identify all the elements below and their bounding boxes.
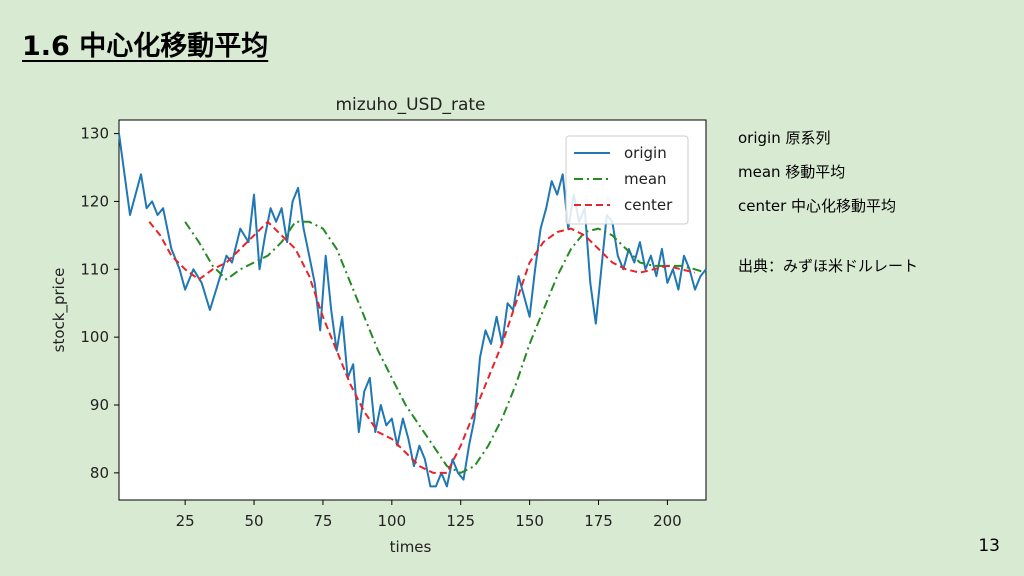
y-axis-label: stock_price (50, 268, 69, 353)
slide-title: 1.6 中心化移動平均 (22, 31, 269, 62)
y-tick-label: 110 (80, 260, 109, 278)
source-note: 出典：みずほ米ドルレート (738, 257, 919, 275)
chart-title: mizuho_USD_rate (335, 95, 485, 115)
legend-label-origin: origin (624, 144, 667, 162)
series-notes: origin 原系列 mean 移動平均 center 中心化移動平均 出典：み… (738, 128, 918, 290)
x-tick-label: 150 (515, 512, 544, 530)
x-tick-label: 50 (244, 512, 263, 530)
x-tick-label: 100 (378, 512, 407, 530)
x-tick-label: 75 (313, 512, 332, 530)
chart-legend (565, 135, 689, 225)
y-tick-label: 90 (90, 396, 109, 414)
y-tick-label: 120 (80, 192, 109, 210)
page-number: 13 (978, 536, 1000, 556)
x-tick-label: 25 (176, 512, 195, 530)
y-tick-label: 130 (80, 125, 109, 143)
series-line-center (148, 220, 696, 474)
y-tick-label: 80 (90, 464, 109, 482)
series-line-mean (184, 220, 707, 474)
x-axis-label: times (390, 538, 432, 556)
x-tick-label: 200 (653, 512, 682, 530)
x-tick-label: 125 (446, 512, 475, 530)
note-center: center 中心化移動平均 (738, 197, 897, 215)
note-origin: origin 原系列 (738, 129, 831, 147)
note-mean: mean 移動平均 (738, 163, 846, 181)
x-tick-label: 175 (584, 512, 613, 530)
legend-label-mean: mean (624, 170, 667, 188)
legend-label-center: center (624, 196, 673, 214)
y-tick-label: 100 (80, 328, 109, 346)
